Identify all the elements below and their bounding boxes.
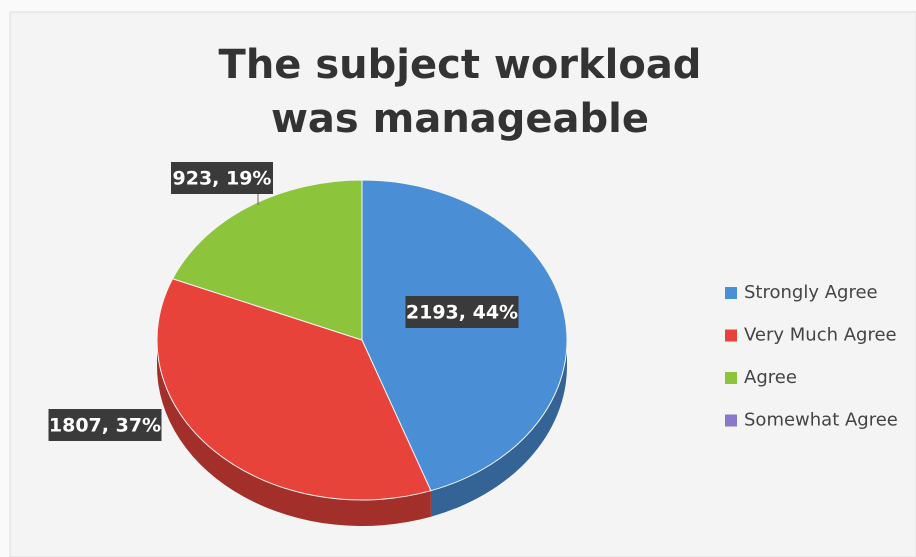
slice-side (430, 340, 567, 517)
slice (361, 179, 568, 492)
legend-swatch (725, 287, 737, 299)
slice (156, 278, 432, 501)
slice-side (157, 340, 431, 526)
chart-title: The subject workload was manageable (218, 42, 702, 142)
data-label: 923, 19% (173, 168, 272, 190)
data-label-box (405, 296, 519, 328)
legend-swatch (725, 329, 737, 342)
data-label-box (171, 162, 273, 194)
data-label: 2193, 44% (406, 302, 518, 324)
data-label-box (48, 409, 162, 441)
legend-label: Very Much Agree (744, 325, 897, 346)
data-label: 1807, 37% (49, 415, 161, 437)
legend-swatch (725, 414, 737, 427)
legend-label: Strongly Agree (744, 282, 878, 303)
legend-swatch (725, 372, 737, 384)
slice (171, 179, 363, 341)
legend-label: Somewhat Agree (744, 410, 898, 431)
legend-label: Agree (744, 367, 797, 388)
